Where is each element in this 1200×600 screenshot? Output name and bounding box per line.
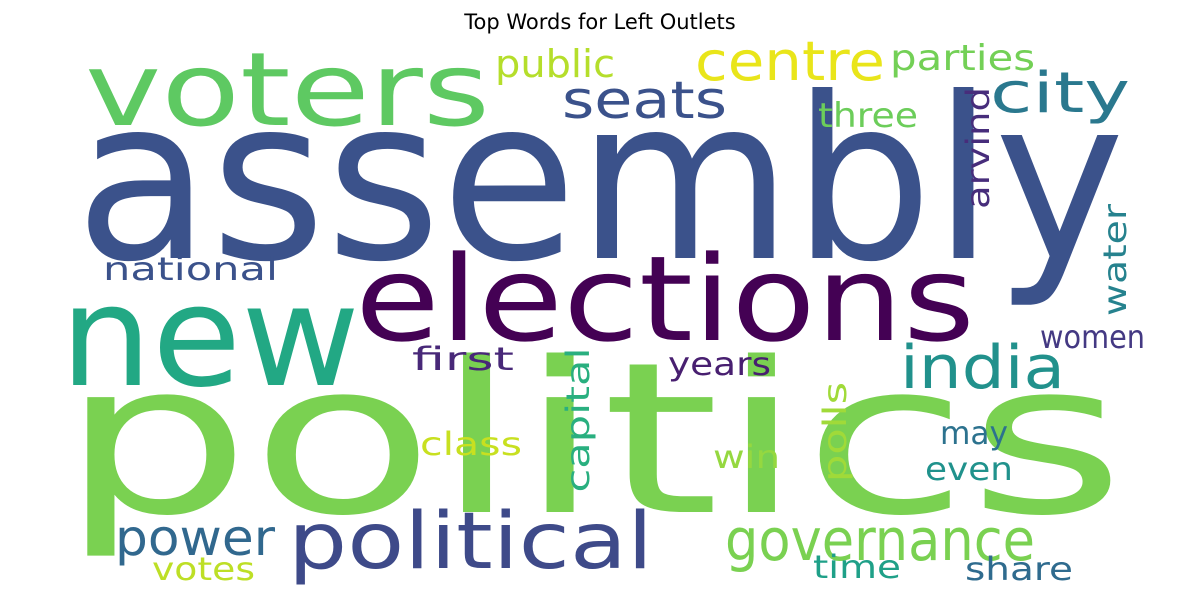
word-centre: centre [695, 30, 885, 93]
word-assembly: assembly [75, 50, 1125, 312]
word-voters: voters [85, 31, 490, 150]
word-time: time [813, 548, 901, 586]
word-politics: politics [60, 317, 1125, 562]
word-water: water [1096, 203, 1134, 316]
word-elections: elections [355, 230, 975, 368]
word-win: win [713, 438, 780, 476]
word-india: india [900, 333, 1065, 403]
word-new: new [60, 256, 360, 419]
word-parties: parties [890, 38, 1035, 79]
word-capital: capital [559, 348, 597, 493]
word-polls: polls [816, 382, 854, 482]
word-national: national [103, 250, 278, 288]
word-women: women [1040, 318, 1145, 356]
word-power: power [115, 509, 275, 567]
word-first: first [412, 340, 514, 378]
word-even: even [925, 450, 1013, 488]
chart-title: Top Words for Left Outlets [464, 10, 736, 34]
word-share: share [965, 550, 1073, 588]
word-class: class [420, 425, 522, 463]
word-public: public [495, 42, 615, 86]
word-years: years [668, 345, 771, 383]
word-governance: governance [725, 506, 1035, 574]
word-three: three [818, 96, 918, 136]
word-may: may [940, 414, 1008, 452]
word-seats: seats [562, 71, 727, 131]
word-political: political [288, 497, 653, 587]
word-votes: votes [152, 550, 255, 588]
word-city: city [990, 61, 1130, 126]
word-arvind: arvind [959, 87, 997, 209]
